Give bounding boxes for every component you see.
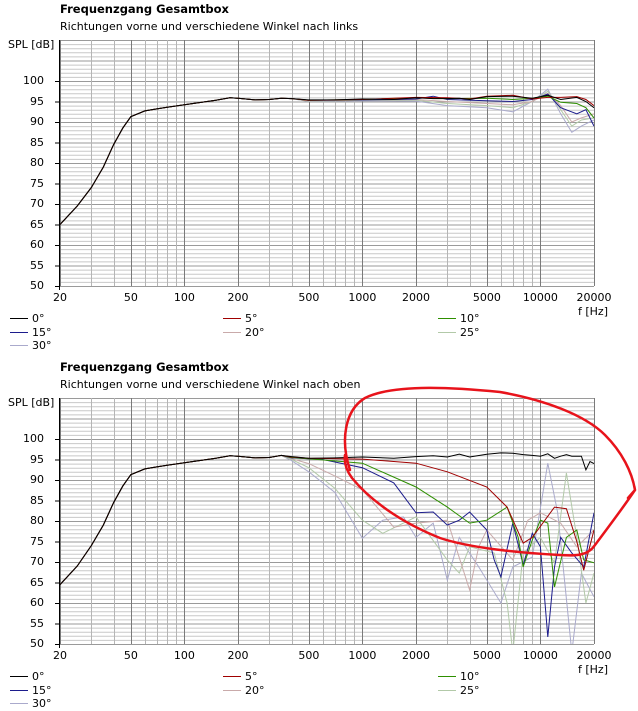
chart-subtitle: Richtungen vorne und verschiedene Winkel…: [60, 378, 361, 391]
y-tick-label: 80: [30, 514, 44, 527]
x-tick-label: 500: [298, 291, 320, 304]
legend-swatch: [223, 676, 241, 677]
x-tick-label: 5000: [472, 291, 501, 304]
chart-up-directions: Frequenzgang Gesamtbox Richtungen vorne …: [0, 358, 638, 711]
y-tick-label: 85: [30, 493, 44, 507]
x-tick-label: 100: [173, 649, 195, 662]
legend-item: 20°: [223, 326, 265, 339]
x-tick-label: 20: [53, 649, 67, 662]
y-tick-label: 90: [30, 115, 44, 128]
legend-item: 30°: [10, 339, 52, 352]
y-tick-label: 95: [30, 452, 44, 466]
x-tick-label: 20000: [576, 291, 612, 304]
legend-label: 20°: [245, 325, 265, 339]
legend-label: 5°: [245, 312, 258, 325]
y-tick-label: 65: [30, 217, 44, 231]
x-tick-label: 200: [227, 649, 249, 662]
y-tick-label: 70: [30, 197, 44, 210]
y-tick-label: 100: [23, 432, 44, 445]
legend-label: 20°: [245, 683, 265, 697]
chart-title: Frequenzgang Gesamtbox: [60, 2, 229, 16]
legend-swatch: [10, 345, 28, 346]
y-axis-label: SPL [dB]: [8, 396, 55, 409]
y-tick-label: 70: [30, 555, 44, 568]
legend-label: 25°: [460, 683, 480, 697]
series-line-0deg: [60, 94, 594, 225]
legend-label: 30°: [32, 697, 52, 710]
y-tick-label: 75: [30, 534, 44, 548]
legend-label: 0°: [32, 312, 45, 325]
x-tick-label: 1000: [348, 649, 377, 662]
legend-item: 15°: [10, 684, 52, 697]
legend-swatch: [438, 318, 456, 319]
x-tick-label: 50: [123, 291, 138, 304]
legend-swatch: [10, 689, 28, 691]
legend-swatch: [223, 689, 241, 691]
legend-swatch: [10, 331, 28, 333]
legend-item: 25°: [438, 326, 480, 339]
x-tick-label: 1000: [348, 291, 377, 304]
legend-item: 5°: [223, 670, 258, 683]
chart-title: Frequenzgang Gesamtbox: [60, 360, 229, 374]
legend-swatch: [438, 689, 456, 691]
y-tick-label: 75: [30, 176, 44, 190]
x-axis-label: f [Hz]: [578, 663, 608, 676]
legend-item: 20°: [223, 684, 265, 697]
legend-item: 25°: [438, 684, 480, 697]
x-axis-label: f [Hz]: [578, 305, 608, 318]
x-tick-label: 10000: [522, 291, 558, 304]
y-tick-label: 65: [30, 575, 44, 589]
x-tick-label: 100: [173, 291, 195, 304]
y-tick-label: 55: [30, 616, 44, 630]
y-tick-label: 50: [30, 279, 44, 292]
x-tick-label: 50: [123, 649, 138, 662]
y-tick-label: 55: [30, 258, 44, 272]
legend-item: 0°: [10, 670, 45, 683]
x-tick-label: 20: [53, 291, 67, 304]
legend-label: 0°: [32, 670, 45, 683]
x-tick-label: 10000: [522, 649, 558, 662]
legend-item: 30°: [10, 697, 52, 710]
y-tick-label: 60: [30, 596, 44, 609]
legend-swatch: [223, 318, 241, 319]
legend-swatch: [10, 676, 28, 677]
x-tick-label: 2000: [402, 649, 430, 662]
x-tick-label: 5000: [472, 649, 501, 662]
x-tick-label: 2000: [402, 291, 430, 304]
plot-area: [55, 398, 595, 648]
legend-label: 30°: [32, 339, 52, 352]
y-tick-label: 95: [30, 94, 44, 108]
y-tick-label: 50: [30, 637, 44, 650]
legend-label: 15°: [32, 325, 52, 339]
legend-label: 25°: [460, 325, 480, 339]
plot-area: [55, 40, 595, 290]
legend-label: 15°: [32, 683, 52, 697]
chart-left-directions: Frequenzgang Gesamtbox Richtungen vorne …: [8, 2, 612, 352]
chart-subtitle: Richtungen vorne und verschiedene Winkel…: [60, 20, 359, 33]
legend-swatch: [10, 318, 28, 319]
legend-label: 5°: [245, 670, 258, 683]
legend-swatch: [10, 703, 28, 704]
y-tick-label: 100: [23, 74, 44, 87]
x-tick-label: 20000: [576, 649, 612, 662]
legend-swatch: [223, 331, 241, 333]
y-tick-label: 80: [30, 156, 44, 169]
x-tick-label: 500: [298, 649, 320, 662]
legend-swatch: [438, 676, 456, 677]
legend-label: 10°: [460, 670, 480, 683]
y-tick-label: 60: [30, 238, 44, 251]
y-tick-label: 90: [30, 473, 44, 486]
legend-item: 15°: [10, 326, 52, 339]
y-tick-label: 85: [30, 135, 44, 149]
y-axis-label: SPL [dB]: [8, 38, 55, 51]
legend-item: 0°: [10, 312, 45, 325]
legend-item: 10°: [438, 670, 480, 683]
legend-item: 5°: [223, 312, 258, 325]
legend-label: 10°: [460, 312, 480, 325]
legend-swatch: [438, 331, 456, 333]
x-tick-label: 200: [227, 291, 249, 304]
legend-item: 10°: [438, 312, 480, 325]
